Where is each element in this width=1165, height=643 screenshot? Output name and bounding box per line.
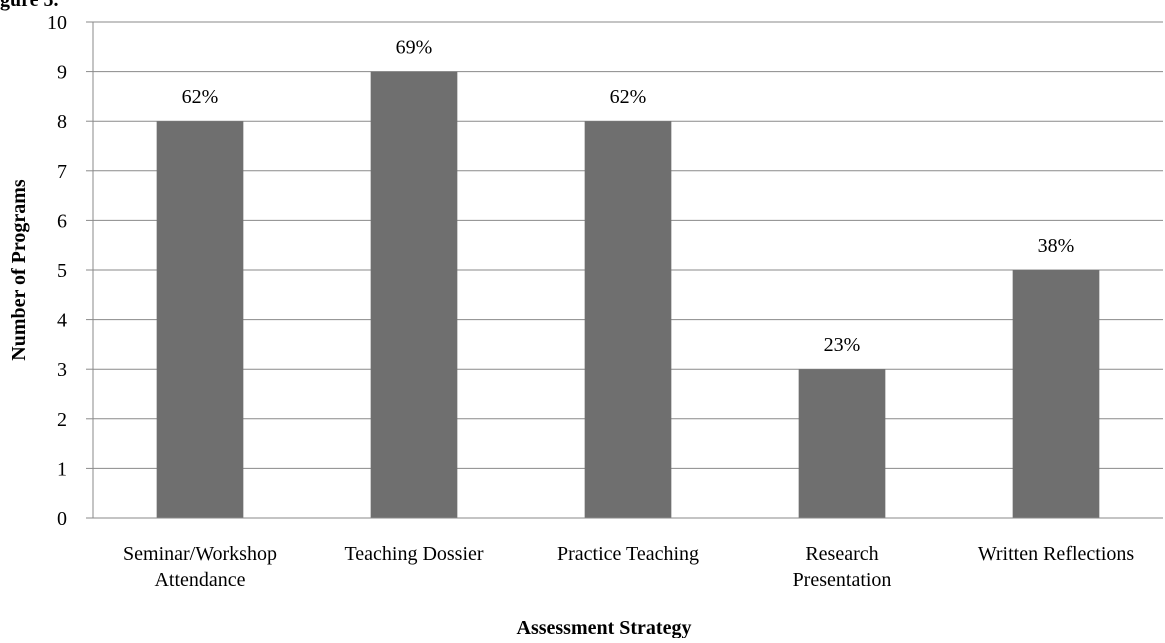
- y-tick-label: 10: [47, 12, 67, 34]
- bar: [584, 121, 672, 518]
- y-tick-label: 5: [57, 260, 67, 282]
- y-tick-label: 9: [57, 62, 67, 84]
- x-category-label: Research: [805, 543, 878, 565]
- bar: [370, 71, 458, 518]
- data-labels: 62% 69% 62% 23% 38%: [182, 37, 1075, 357]
- bars: [156, 71, 1100, 518]
- data-label: 38%: [1038, 235, 1075, 257]
- x-category-labels: Seminar/Workshop Attendance Teaching Dossi…: [123, 543, 1134, 591]
- data-label: 62%: [182, 86, 219, 108]
- x-category-label: Presentation: [793, 569, 892, 591]
- axes: [86, 21, 1163, 519]
- bar: [156, 121, 244, 518]
- y-tick-label: 6: [57, 210, 67, 232]
- y-tick-label: 8: [57, 111, 67, 133]
- chart-title-fragment: gure 5.: [0, 0, 59, 11]
- x-category-label: Seminar/Workshop: [123, 543, 277, 565]
- data-label: 69%: [396, 37, 433, 59]
- x-category-label: Attendance: [154, 569, 245, 591]
- y-tick-label: 3: [57, 359, 67, 381]
- x-axis-title: Assessment Strategy: [517, 617, 692, 638]
- bar: [1012, 270, 1100, 518]
- data-label: 62%: [610, 86, 647, 108]
- y-tick-label: 1: [57, 458, 67, 480]
- x-category-label: Written Reflections: [978, 543, 1135, 565]
- y-tick-label: 2: [57, 409, 67, 431]
- x-category-label: Teaching Dossier: [344, 543, 483, 565]
- data-label: 23%: [824, 334, 861, 356]
- y-tick-label: 4: [57, 310, 67, 332]
- y-axis-title: Number of Programs: [8, 179, 30, 361]
- bar: [798, 369, 886, 518]
- y-tick-label: 7: [57, 161, 67, 183]
- x-category-label: Practice Teaching: [557, 543, 699, 565]
- y-tick-labels: 0 1 2 3 4 5 6 7 8 9 10: [47, 12, 67, 530]
- y-tick-label: 0: [57, 508, 67, 530]
